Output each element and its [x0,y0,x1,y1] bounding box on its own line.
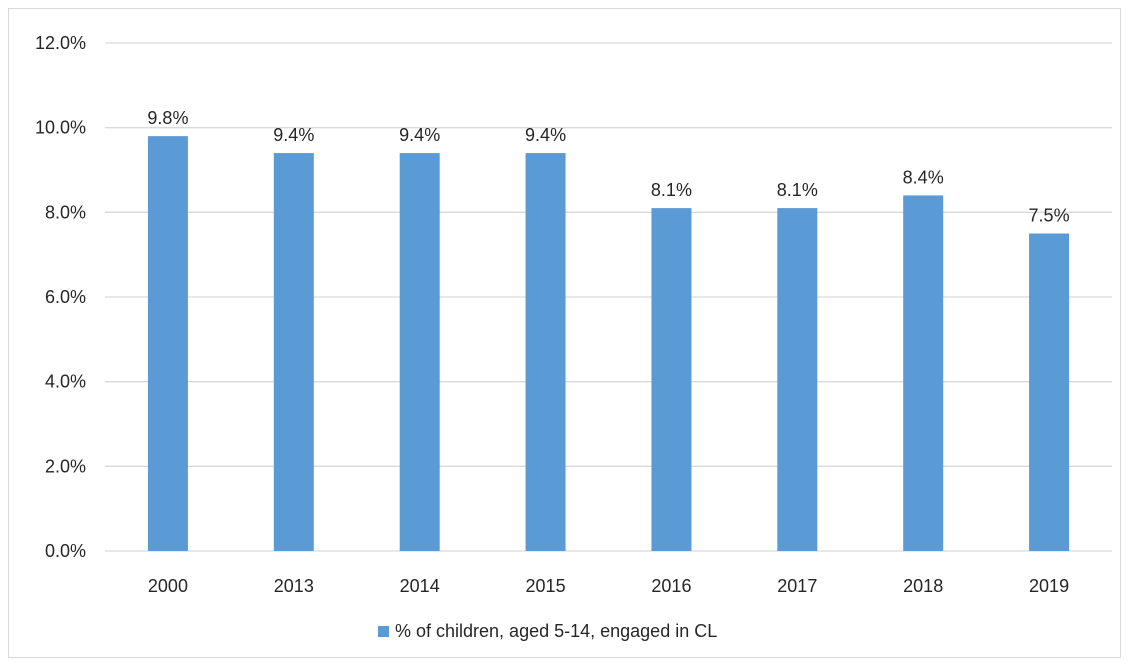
legend: % of children, aged 5-14, engaged in CL [378,621,717,641]
data-label: 9.8% [147,108,188,128]
bar [147,136,188,551]
y-tick-label: 10.0% [35,118,86,138]
x-tick-label: 2019 [1029,576,1069,596]
bar [777,208,818,551]
x-tick-label: 2015 [526,576,566,596]
data-labels: 9.8% 9.4% 9.4% 9.4% 8.1% 8.1% 8.4% 7.5% [147,108,1069,225]
bar [399,153,440,552]
x-tick-label: 2013 [274,576,314,596]
data-label: 9.4% [273,125,314,145]
legend-label: % of children, aged 5-14, engaged in CL [395,621,717,641]
data-label: 8.1% [777,180,818,200]
legend-swatch [378,626,389,637]
x-tick-label: 2017 [777,576,817,596]
data-label: 8.4% [903,167,944,187]
y-tick-label: 12.0% [35,33,86,53]
x-tick-label: 2016 [651,576,691,596]
bar [525,153,566,552]
data-label: 9.4% [399,125,440,145]
data-label: 7.5% [1029,206,1070,226]
x-tick-label: 2018 [903,576,943,596]
y-tick-label: 6.0% [45,287,86,307]
data-label: 8.1% [651,180,692,200]
y-tick-label: 0.0% [45,541,86,561]
y-tick-label: 4.0% [45,372,86,392]
bar [903,195,944,551]
y-tick-label: 8.0% [45,202,86,222]
data-label: 9.4% [525,125,566,145]
bar [1029,233,1070,551]
x-axis-tick-labels: 2000 2013 2014 2015 2016 2017 2018 2019 [148,576,1069,596]
bar [651,208,692,551]
x-tick-label: 2014 [400,576,440,596]
y-axis-tick-labels: 0.0% 2.0% 4.0% 6.0% 8.0% 10.0% 12.0% [35,33,86,561]
gridlines [105,42,1112,552]
bar [273,153,314,552]
y-tick-label: 2.0% [45,456,86,476]
bars [147,136,1070,552]
x-tick-label: 2000 [148,576,188,596]
